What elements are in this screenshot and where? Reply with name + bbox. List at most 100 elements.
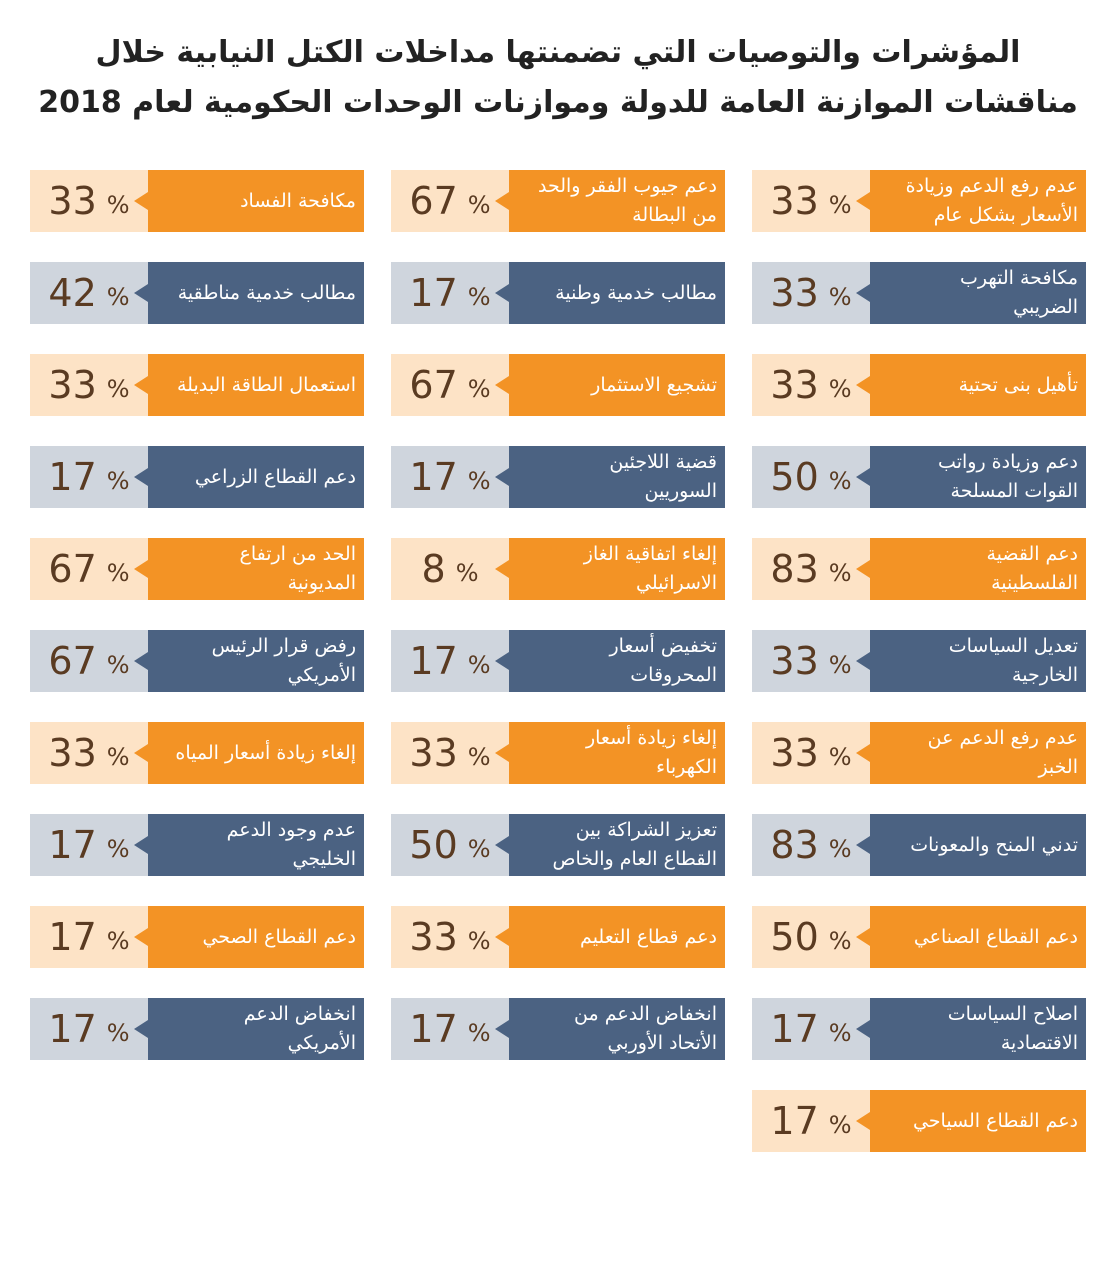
card: 50% تعزيز الشراكة بين القطاع العام والخاص: [391, 814, 725, 876]
value-box: 83%: [752, 538, 870, 600]
unit: %: [828, 1111, 852, 1139]
value-box: 17%: [391, 630, 509, 692]
label-box: مكافحة التهرب الضريبي: [856, 262, 1086, 324]
label: تعزيز الشراكة بين القطاع العام والخاص: [552, 819, 717, 870]
value-box: 17%: [391, 262, 509, 324]
unit: %: [467, 927, 491, 955]
unit: %: [467, 283, 491, 311]
label: إلغاء زيادة أسعار الكهرباء: [585, 727, 717, 778]
value-box: 33%: [391, 722, 509, 784]
unit: %: [828, 835, 852, 863]
value: 17: [48, 455, 97, 499]
label: دعم جيوب الفقر والحد من البطالة: [538, 175, 717, 226]
value-box: 67%: [30, 630, 148, 692]
label-box: مكافحة الفساد: [134, 170, 364, 232]
unit: %: [467, 1019, 491, 1047]
label: عدم وجود الدعم الخليجي: [226, 819, 356, 870]
value: 17: [48, 915, 97, 959]
label: دعم القطاع الصحي: [202, 925, 356, 948]
title-line: مناقشات الموازنة العامة للدولة وموازنات …: [38, 85, 1078, 120]
card: 67% الحد من ارتفاع المديونية: [30, 538, 364, 600]
value-box: 67%: [391, 170, 509, 232]
value-box: 17%: [30, 998, 148, 1060]
value: 67: [48, 547, 97, 591]
unit: %: [828, 743, 852, 771]
card: 33% إلغاء زيادة أسعار الكهرباء: [391, 722, 725, 784]
value: 33: [770, 639, 819, 683]
card: 17% دعم القطاع السياحي: [752, 1090, 1086, 1152]
unit: %: [828, 467, 852, 495]
unit: %: [828, 927, 852, 955]
value-box: 67%: [30, 538, 148, 600]
card: 33% مكافحة الفساد: [30, 170, 364, 232]
card: 33% عدم رفع الدعم عن الخبز: [752, 722, 1086, 784]
card: 42% مطالب خدمية مناطقية: [30, 262, 364, 324]
value: 42: [48, 271, 97, 315]
unit: %: [828, 651, 852, 679]
card: 17% اصلاح السياسات الاقتصادية: [752, 998, 1086, 1060]
label: دعم القضية الفلسطينية: [986, 543, 1078, 594]
label-box: إلغاء اتفاقية الغاز الاسرائيلي: [495, 538, 725, 600]
card: 8% إلغاء اتفاقية الغاز الاسرائيلي: [391, 538, 725, 600]
value: 17: [409, 271, 458, 315]
label: مكافحة الفساد: [240, 189, 356, 212]
card: 33% استعمال الطاقة البديلة: [30, 354, 364, 416]
value-box: 33%: [752, 262, 870, 324]
label-box: إلغاء زيادة أسعار الكهرباء: [495, 722, 725, 784]
value: 17: [48, 823, 97, 867]
value: 17: [770, 1007, 819, 1051]
unit: %: [106, 651, 130, 679]
label-box: تعديل السياسات الخارجية: [856, 630, 1086, 692]
label: دعم القطاع الزراعي: [194, 465, 356, 488]
label-box: انخفاض الدعم من الأتحاد الأوربي: [495, 998, 725, 1060]
value-box: 17%: [752, 1090, 870, 1152]
unit: %: [467, 375, 491, 403]
card: 83% تدني المنح والمعونات: [752, 814, 1086, 876]
label: دعم القطاع الصناعي: [913, 925, 1078, 948]
value-box: 33%: [30, 722, 148, 784]
label-box: رفض قرار الرئيس الأمريكي: [134, 630, 364, 692]
value: 33: [48, 363, 97, 407]
unit: %: [828, 375, 852, 403]
label: اصلاح السياسات الاقتصادية: [947, 1003, 1078, 1054]
label-box: دعم القطاع الصناعي: [856, 906, 1086, 968]
value: 33: [770, 271, 819, 315]
value-box: 17%: [391, 998, 509, 1060]
unit: %: [467, 743, 491, 771]
value-box: 33%: [30, 354, 148, 416]
card: 17% مطالب خدمية وطنية: [391, 262, 725, 324]
card: 17% انخفاض الدعم الأمريكي: [30, 998, 364, 1060]
card: 33% تعديل السياسات الخارجية: [752, 630, 1086, 692]
label: تعديل السياسات الخارجية: [948, 635, 1078, 686]
value: 33: [409, 731, 458, 775]
label: تأهيل بنى تحتية: [958, 373, 1078, 396]
unit: %: [106, 559, 130, 587]
label-box: دعم القطاع الزراعي: [134, 446, 364, 508]
card: 33% دعم قطاع التعليم: [391, 906, 725, 968]
label-box: تدني المنح والمعونات: [856, 814, 1086, 876]
value: 50: [770, 915, 819, 959]
card: 33% عدم رفع الدعم وزيادة الأسعار بشكل عام: [752, 170, 1086, 232]
value-box: 17%: [752, 998, 870, 1060]
value: 67: [48, 639, 97, 683]
unit: %: [467, 191, 491, 219]
label-box: عدم رفع الدعم عن الخبز: [856, 722, 1086, 784]
label-box: تخفيض أسعار المحروقات: [495, 630, 725, 692]
value: 17: [409, 1007, 458, 1051]
value: 33: [770, 731, 819, 775]
label: مطالب خدمية مناطقية: [177, 281, 356, 304]
label-box: دعم وزيادة رواتب القوات المسلحة: [856, 446, 1086, 508]
label-box: اصلاح السياسات الاقتصادية: [856, 998, 1086, 1060]
value-box: 83%: [752, 814, 870, 876]
value-box: 33%: [30, 170, 148, 232]
value: 17: [770, 1099, 819, 1143]
label: دعم قطاع التعليم: [580, 925, 717, 948]
label-box: عدم رفع الدعم وزيادة الأسعار بشكل عام: [856, 170, 1086, 232]
card: 50% دعم القطاع الصناعي: [752, 906, 1086, 968]
unit: %: [106, 191, 130, 219]
value-box: 33%: [752, 354, 870, 416]
label-box: دعم قطاع التعليم: [495, 906, 725, 968]
value: 33: [48, 731, 97, 775]
label: انخفاض الدعم الأمريكي: [243, 1003, 356, 1054]
